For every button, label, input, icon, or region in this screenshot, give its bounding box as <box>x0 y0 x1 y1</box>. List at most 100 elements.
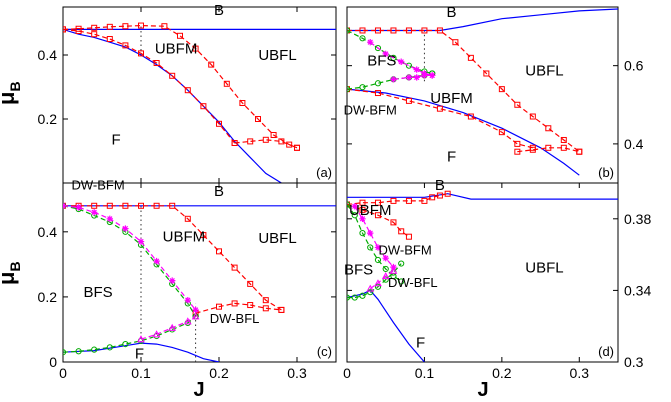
panel-letter: (b) <box>598 165 614 180</box>
data-point-square <box>161 23 168 30</box>
data-point-circle <box>106 344 113 351</box>
data-point-square <box>436 27 443 34</box>
series-line <box>347 29 433 75</box>
data-point-square <box>390 27 397 34</box>
series-line <box>347 88 580 176</box>
data-point-star <box>122 225 129 232</box>
y-tick-label: 0 <box>49 354 57 370</box>
data-point-triangle <box>389 266 398 274</box>
data-point-circle <box>367 289 374 296</box>
series-line <box>517 147 580 153</box>
data-point-square <box>374 27 381 34</box>
data-point-star <box>413 74 420 81</box>
data-point-star <box>351 203 358 210</box>
y-tick-label: 0.2 <box>38 111 58 127</box>
data-point-square <box>255 116 261 122</box>
data-point-square <box>122 23 129 30</box>
data-point-square <box>294 144 300 151</box>
data-point-square <box>436 105 443 112</box>
data-point-circle <box>91 346 98 353</box>
series-line <box>63 205 197 317</box>
panel-letter: (d) <box>598 344 614 359</box>
phase-label: B <box>447 4 457 21</box>
y-axis-label-bottom: μB <box>0 261 23 285</box>
data-point-circle <box>351 294 358 301</box>
x-tick-label: 0.3 <box>570 365 590 381</box>
data-point-circle <box>63 349 67 356</box>
data-point-circle <box>347 27 351 34</box>
data-point-circle <box>367 244 374 251</box>
data-point-square <box>421 27 428 34</box>
series-line <box>347 203 410 238</box>
data-point-star <box>382 50 389 58</box>
phase-label: UBFM <box>349 202 392 219</box>
series-line <box>63 342 220 362</box>
phase-label: BFS <box>84 284 113 301</box>
data-point-square <box>545 144 552 151</box>
data-point-circle <box>382 276 389 283</box>
y-tick-label: 0.4 <box>624 136 644 152</box>
y-tick-label: 0.4 <box>38 224 58 240</box>
data-point-square <box>200 232 207 239</box>
annotation-label: DW-BFL <box>388 275 438 290</box>
data-point-triangle <box>137 335 145 343</box>
data-point-square <box>192 45 199 52</box>
data-point-square <box>138 202 144 209</box>
data-point-square <box>231 300 238 307</box>
data-point-square <box>467 113 474 120</box>
panel-frame <box>62 6 337 184</box>
data-point-square <box>216 248 222 255</box>
data-point-square <box>177 32 183 39</box>
phase-label: UBFL <box>258 47 296 64</box>
data-point-square <box>91 202 98 209</box>
data-point-square <box>405 233 412 240</box>
series-line <box>347 289 425 362</box>
annotation-label: DW-BFL <box>210 311 260 326</box>
data-point-square <box>286 141 293 148</box>
phase-label: B <box>435 177 445 194</box>
series-line <box>140 315 196 340</box>
data-point-star <box>382 254 389 262</box>
data-point-square <box>106 36 113 42</box>
data-point-square <box>278 306 285 313</box>
data-point-star <box>421 72 428 79</box>
series-line <box>63 24 298 149</box>
plot-area <box>347 8 618 176</box>
data-point-circle <box>359 84 366 91</box>
data-point-square <box>216 303 222 310</box>
data-point-square <box>498 86 505 93</box>
data-point-star <box>359 215 366 222</box>
phase-label: UBFM <box>163 229 206 246</box>
data-point-circle <box>75 348 82 355</box>
series-line <box>234 139 298 149</box>
data-point-star <box>169 277 176 284</box>
x-axis-label-right: J <box>477 379 488 401</box>
data-point-square <box>153 202 160 209</box>
data-point-circle <box>405 62 413 69</box>
data-point-square <box>483 70 490 77</box>
data-point-circle <box>359 35 366 42</box>
series-line <box>63 205 282 311</box>
data-point-square <box>184 87 191 94</box>
data-point-star <box>137 238 145 245</box>
phase-label: BFS <box>367 53 396 70</box>
data-point-star <box>192 306 199 314</box>
data-point-square <box>576 148 583 155</box>
data-point-square <box>247 302 254 309</box>
data-point-square <box>560 144 567 151</box>
data-point-square <box>452 39 459 46</box>
data-point-circle <box>374 256 382 264</box>
data-point-star <box>184 296 191 304</box>
data-point-circle <box>359 292 366 299</box>
data-point-square <box>529 113 536 120</box>
data-point-square <box>200 103 207 110</box>
data-point-square <box>374 212 381 219</box>
x-tick-label: 0 <box>59 365 67 381</box>
data-point-square <box>436 192 443 199</box>
y-axis-label-top: μB <box>0 81 23 105</box>
data-point-star <box>106 215 113 222</box>
x-tick-label: 0 <box>343 365 351 381</box>
series-line <box>369 270 394 290</box>
data-point-circle <box>382 265 389 273</box>
